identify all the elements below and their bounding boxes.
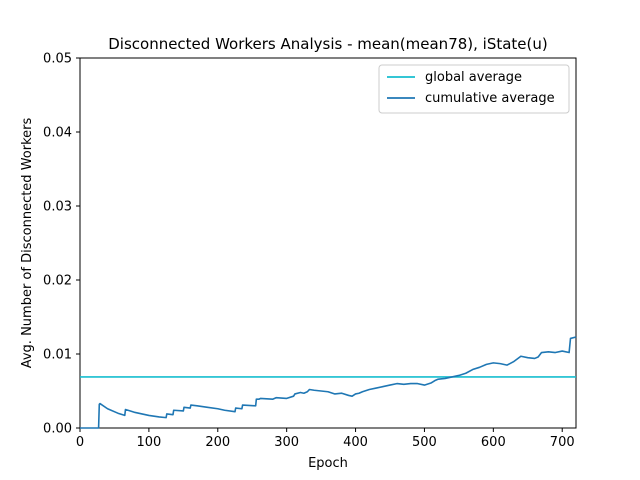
- x-tick-label: 400: [343, 435, 368, 450]
- y-tick-label: 0.04: [43, 126, 72, 141]
- plot-area: [79, 57, 577, 429]
- x-tick-label: 200: [205, 435, 230, 450]
- x-tick-label: 0: [76, 435, 84, 450]
- y-axis: 0.00 0.01 0.02 0.03 0.04 0.05: [43, 52, 80, 437]
- series-line-cumulative-average: [80, 336, 577, 429]
- legend-label-cumulative-average: cumulative average: [425, 91, 555, 106]
- y-tick-label: 0.00: [43, 422, 72, 437]
- legend-label-global-average: global average: [425, 70, 522, 85]
- legend-box: [378, 64, 570, 114]
- y-axis-label: Avg. Number of Disconnected Workers: [20, 118, 35, 369]
- x-tick-label: 700: [550, 435, 575, 450]
- x-axis-label: Epoch: [308, 456, 348, 471]
- x-tick-label: 500: [412, 435, 437, 450]
- x-tick-label: 600: [481, 435, 506, 450]
- x-axis: 0 100 200 300 400 500 600 700: [76, 428, 575, 450]
- y-tick-label: 0.02: [43, 274, 72, 289]
- plot-frame: [79, 57, 577, 429]
- y-tick-label: 0.03: [43, 200, 72, 215]
- legend: global average cumulative average: [378, 64, 570, 114]
- x-tick-label: 300: [274, 435, 299, 450]
- y-tick-label: 0.05: [43, 52, 72, 67]
- y-tick-label: 0.01: [43, 348, 72, 363]
- x-tick-label: 100: [136, 435, 161, 450]
- series-layer: [80, 336, 577, 429]
- chart-title: Disconnected Workers Analysis - mean(mea…: [108, 35, 548, 53]
